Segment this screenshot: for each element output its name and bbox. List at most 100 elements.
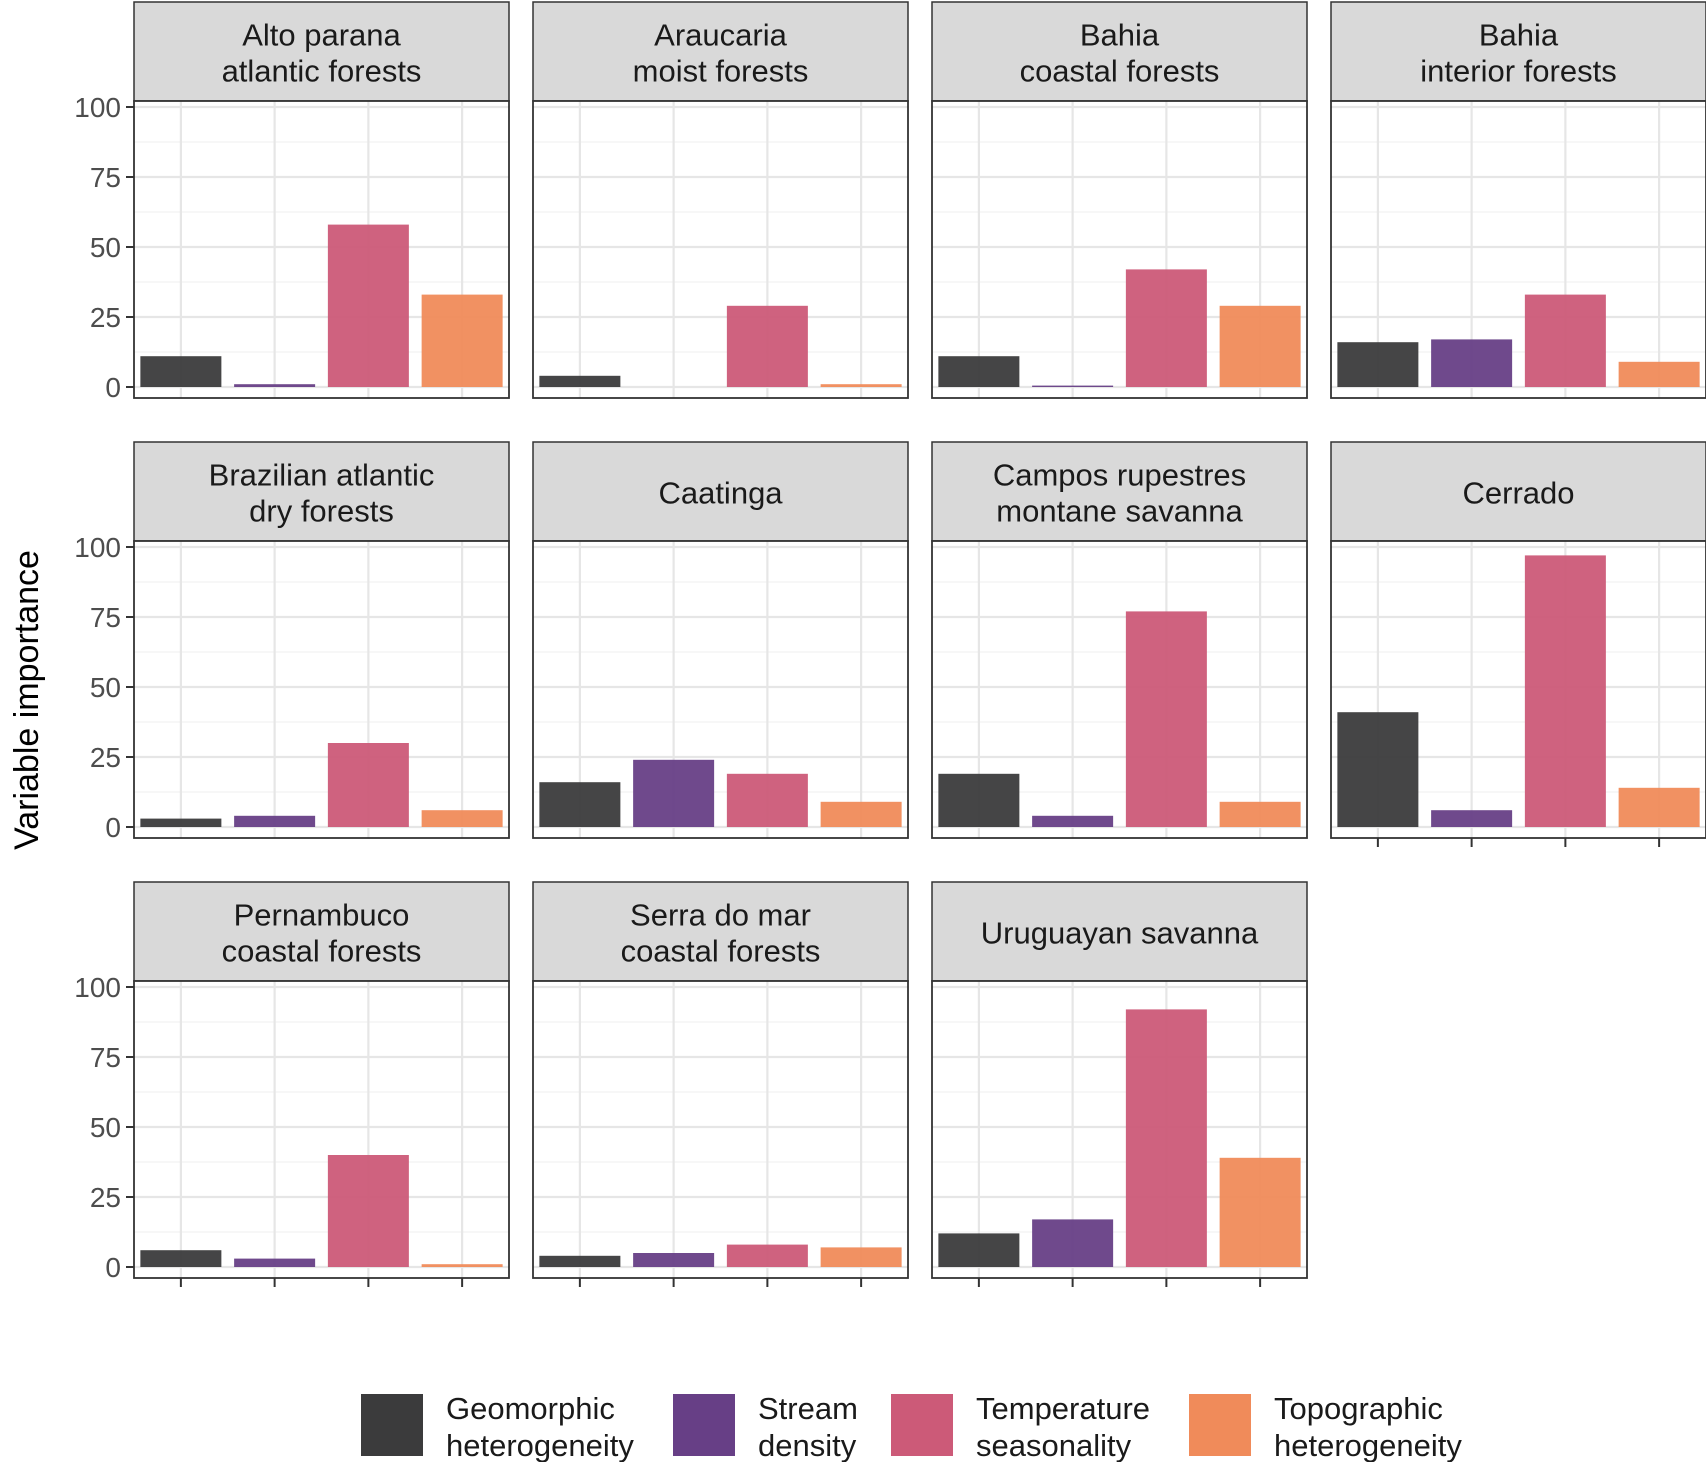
- panel-strip: [1330, 441, 1706, 542]
- bar: [539, 375, 621, 387]
- bar: [1618, 787, 1700, 827]
- panel-border: [1330, 100, 1706, 399]
- bar: [140, 356, 222, 387]
- panel-title: Caatinga: [658, 476, 783, 511]
- legend: GeomorphicheterogeneityStreamdensityTemp…: [361, 1391, 1462, 1462]
- panel-title: Campos rupestres: [993, 458, 1246, 493]
- y-tick-label: 50: [90, 232, 121, 263]
- legend-swatch: [1189, 1394, 1251, 1456]
- legend-label: heterogeneity: [446, 1428, 634, 1462]
- bar: [421, 810, 503, 827]
- bar: [938, 1233, 1020, 1267]
- y-tick-label: 75: [90, 602, 121, 633]
- bar: [421, 1264, 503, 1267]
- bar: [726, 305, 808, 387]
- panel-title: Araucaria: [654, 18, 787, 53]
- bar: [1125, 1009, 1207, 1267]
- panel-title: moist forests: [633, 54, 809, 89]
- panel-strip: [532, 441, 909, 542]
- legend-label: density: [758, 1428, 857, 1462]
- panel-title: montane savanna: [996, 494, 1243, 529]
- plot-background: [134, 541, 509, 838]
- panel-title: Alto parana: [242, 18, 401, 53]
- y-tick-label: 50: [90, 1112, 121, 1143]
- panel: Uruguayan savanna: [931, 881, 1308, 1287]
- panel-strip: [931, 881, 1308, 982]
- panel-title: interior forests: [1420, 54, 1616, 89]
- bar: [820, 384, 902, 387]
- bar: [327, 224, 409, 387]
- y-tick-label: 75: [90, 162, 121, 193]
- bar: [726, 773, 808, 827]
- panel-strip: [931, 441, 1308, 542]
- panel-strip: [133, 1, 510, 102]
- bar: [234, 384, 316, 387]
- bar: [1032, 815, 1114, 827]
- panel-border: [133, 100, 510, 399]
- panel-title: atlantic forests: [222, 54, 422, 89]
- bar: [1337, 712, 1419, 827]
- bar: [1431, 810, 1513, 827]
- panel-title: Cerrado: [1463, 476, 1575, 511]
- panel-strip: [532, 1, 909, 102]
- legend-swatch: [673, 1394, 735, 1456]
- panel-title: Brazilian atlantic: [209, 458, 435, 493]
- y-tick-label: 0: [105, 812, 121, 843]
- bar: [1219, 801, 1301, 827]
- y-tick-label: 25: [90, 742, 121, 773]
- y-tick-label: 50: [90, 672, 121, 703]
- y-tick-label: 100: [74, 92, 121, 123]
- y-tick-label: 75: [90, 1042, 121, 1073]
- bar: [539, 782, 621, 827]
- plot-background: [533, 101, 908, 398]
- y-tick-label: 0: [105, 1252, 121, 1283]
- bar: [1032, 1219, 1114, 1267]
- bar: [820, 801, 902, 827]
- bar: [1431, 339, 1513, 387]
- bar: [1618, 361, 1700, 387]
- plot-background: [533, 981, 908, 1278]
- legend-label: seasonality: [976, 1428, 1132, 1462]
- bar: [539, 1255, 621, 1267]
- y-tick-label: 25: [90, 1182, 121, 1213]
- panel-border: [532, 980, 909, 1279]
- bar: [633, 759, 715, 827]
- panel-border: [133, 980, 510, 1279]
- panel-strip: [133, 881, 510, 982]
- bar: [327, 743, 409, 827]
- bar: [820, 1247, 902, 1267]
- panel-border: [931, 540, 1308, 839]
- panel-title: Pernambuco: [234, 898, 410, 933]
- bar: [938, 356, 1020, 387]
- bar: [726, 1244, 808, 1267]
- bar: [1219, 305, 1301, 387]
- bar: [633, 1253, 715, 1267]
- bar: [140, 1250, 222, 1267]
- panel-title: Serra do mar: [630, 898, 811, 933]
- panel-title: dry forests: [249, 494, 394, 529]
- bar: [1219, 1157, 1301, 1267]
- bar: [938, 773, 1020, 827]
- bar: [234, 1258, 316, 1267]
- panel-border: [931, 100, 1308, 399]
- panel: Caatinga: [532, 441, 909, 839]
- panel-title: coastal forests: [1020, 54, 1220, 89]
- panel-border: [532, 540, 909, 839]
- legend-label: heterogeneity: [1274, 1428, 1462, 1462]
- bar: [327, 1155, 409, 1267]
- plot-background: [134, 981, 509, 1278]
- panel-title: Uruguayan savanna: [981, 916, 1259, 951]
- bar: [1524, 555, 1606, 827]
- panel-strip: [532, 881, 909, 982]
